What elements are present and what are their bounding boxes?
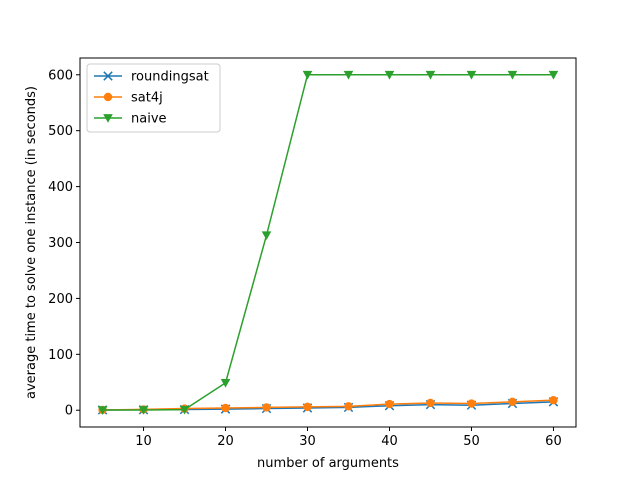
x-tick-label: 10 [135,434,152,449]
data-point-triangle-marker [548,70,559,80]
data-point-circle-marker [303,402,312,412]
y-tick-label: 400 [48,180,73,195]
data-point-triangle-marker [466,70,477,80]
data-point-circle-marker [221,403,230,413]
data-point-triangle-marker [507,70,518,80]
data-point-triangle-marker [261,231,272,241]
legend-entry-sat4j: sat4j [94,91,163,106]
legend: roundingsat sat4j naive [86,63,221,133]
x-axis: 10 20 30 40 50 60 [135,427,562,449]
x-tick-label: 60 [545,434,562,449]
data-point-circle-marker [467,399,476,408]
y-axis: 0 100 200 300 400 500 600 [48,68,80,419]
y-tick-label: 0 [65,404,73,419]
data-point-circle-marker [426,398,435,408]
data-point-circle-marker [344,402,353,411]
legend-box [86,63,221,133]
legend-entry-naive: naive [94,112,167,127]
y-axis-label: average time to solve one instance (in s… [24,86,39,399]
legend-label: naive [131,112,167,127]
legend-entry-roundingsat: roundingsat [94,70,209,85]
x-tick-label: 30 [299,434,316,449]
legend-label: roundingsat [131,70,209,85]
data-point-triangle-marker [302,70,313,80]
data-point-triangle-marker [343,70,354,80]
data-point-circle-marker [262,403,271,412]
series-layer [97,70,559,415]
data-point-triangle-marker [425,70,436,80]
x-axis-label: number of arguments [257,456,399,471]
data-point-circle-marker [549,395,558,405]
data-point-triangle-marker [179,405,190,415]
legend-label: sat4j [131,91,163,106]
data-point-triangle-marker [97,406,108,415]
series-naive [97,70,559,415]
data-point-x-marker [103,71,113,81]
data-point-circle-marker [103,92,113,102]
y-tick-label: 200 [48,292,73,307]
y-tick-label: 500 [48,124,73,139]
data-point-triangle-marker [103,114,113,123]
data-point-circle-marker [508,397,517,407]
x-tick-label: 50 [463,434,480,449]
series-line-sat4j [102,399,554,411]
x-tick-label: 40 [381,434,398,449]
data-point-circle-marker [385,399,394,409]
data-point-triangle-marker [220,378,231,388]
marker-stroke [103,71,113,81]
y-tick-label: 300 [48,236,73,251]
data-point-triangle-marker [138,406,149,415]
y-tick-label: 100 [48,348,73,363]
series-sat4j [98,395,558,415]
series-line-naive [102,74,554,411]
y-tick-label: 600 [48,68,73,83]
x-tick-label: 20 [217,434,234,449]
data-point-triangle-marker [384,70,395,80]
